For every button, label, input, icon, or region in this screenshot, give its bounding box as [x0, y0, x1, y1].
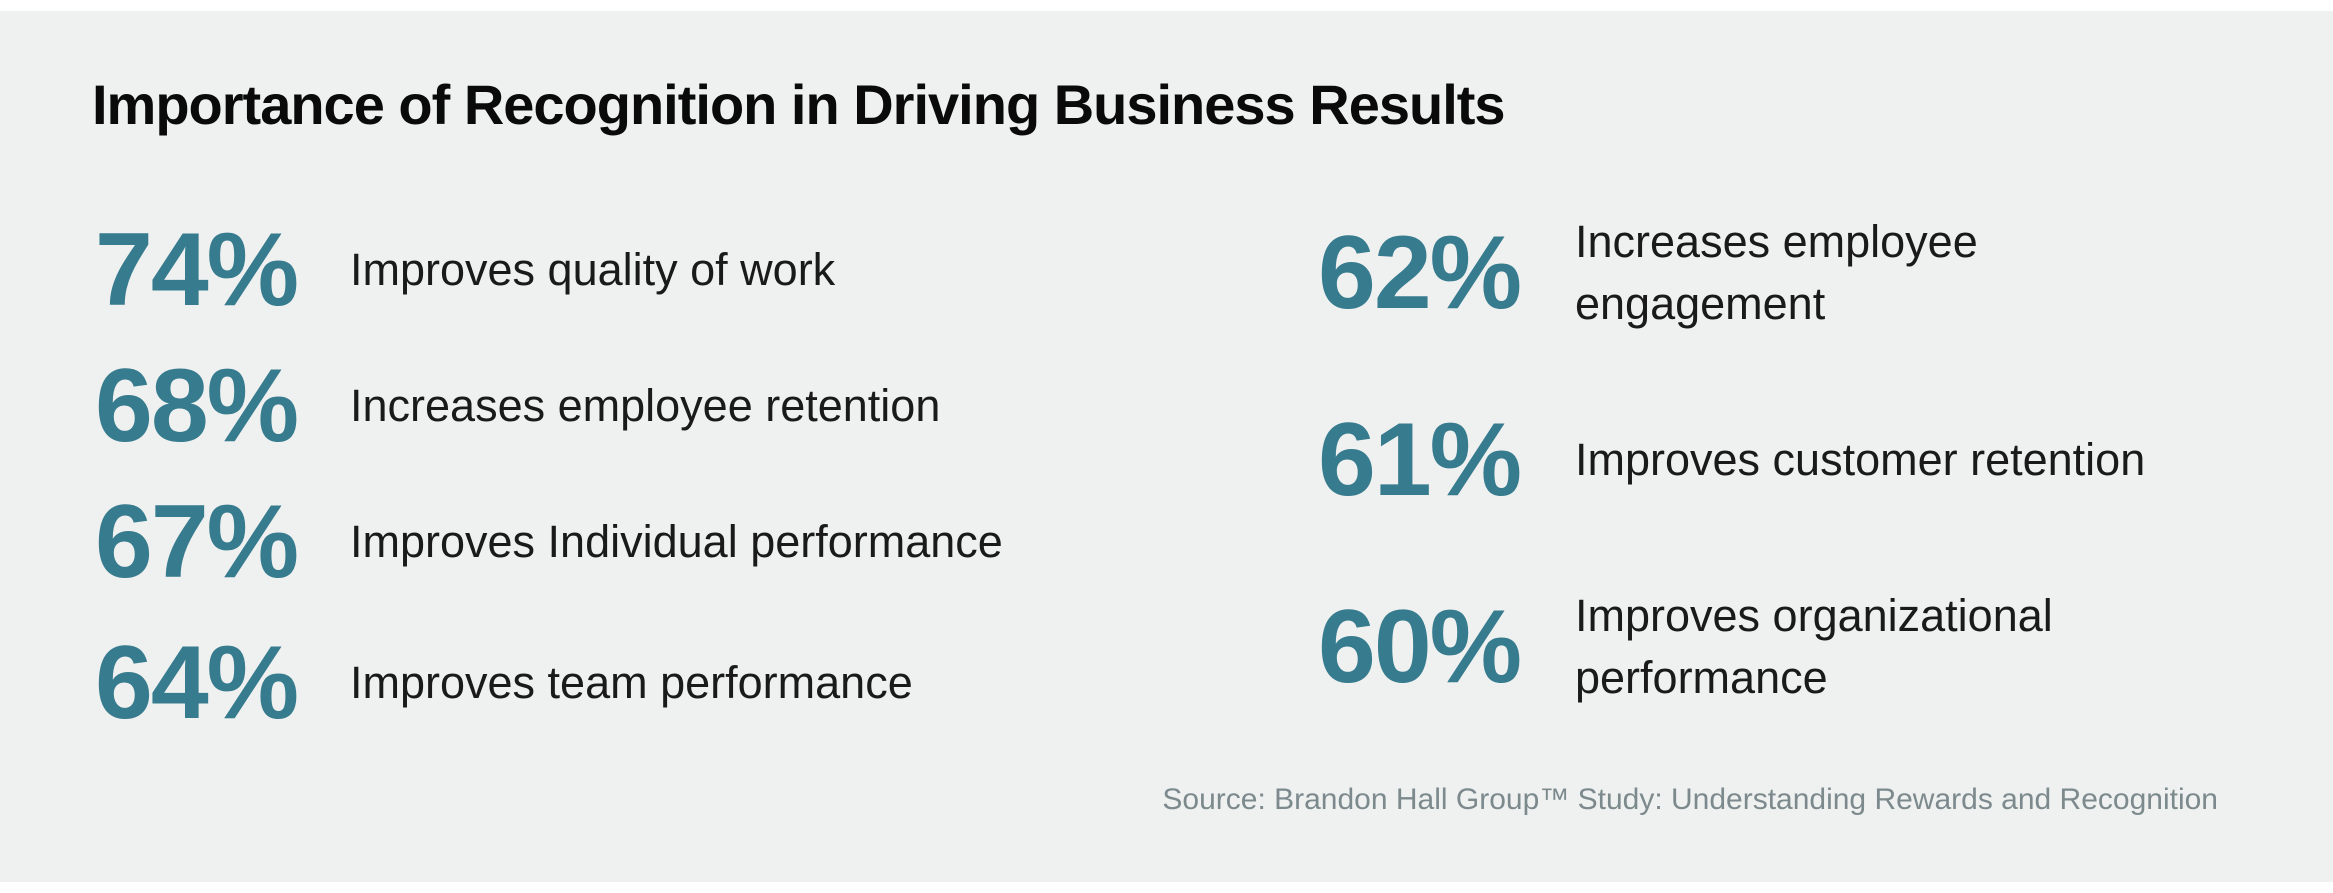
stat-label: Improves Individual performance	[350, 511, 1003, 573]
chart-title: Importance of Recognition in Driving Bus…	[92, 73, 1506, 136]
stat-label: Improves organizational performance	[1575, 585, 2053, 709]
stat-label: Increases employee retention	[350, 375, 940, 437]
stat-row: 62% Increases employee engagement	[1318, 188, 1978, 358]
infographic-panel	[0, 11, 2333, 882]
stat-label-line: engagement	[1575, 278, 1826, 329]
stat-value: 61%	[1318, 402, 1522, 518]
stat-label: Improves quality of work	[350, 239, 835, 301]
source-note: Source: Brandon Hall Group™ Study: Under…	[1162, 783, 2218, 816]
stat-label-line: Improves team performance	[350, 657, 913, 708]
stat-value: 74%	[95, 212, 299, 328]
stat-label: Improves customer retention	[1575, 429, 2145, 491]
stat-label-line: Improves quality of work	[350, 244, 836, 295]
stat-value: 62%	[1318, 215, 1522, 331]
stat-row: 64% Improves team performance	[95, 623, 913, 743]
stat-label: Increases employee engagement	[1575, 211, 1978, 335]
stat-label: Improves team performance	[350, 652, 913, 714]
stat-label-line: Improves customer retention	[1575, 434, 2146, 485]
stat-label-line: Improves Individual performance	[350, 516, 1003, 567]
stat-row: 60% Improves organizational performance	[1318, 562, 2053, 732]
stat-value: 60%	[1318, 589, 1522, 705]
stat-value: 67%	[95, 484, 299, 600]
stat-row: 67% Improves Individual performance	[95, 482, 1003, 602]
stat-label-line: Increases employee retention	[350, 380, 941, 431]
stat-label-line: performance	[1575, 652, 1828, 703]
stat-label-line: Increases employee	[1575, 216, 1978, 267]
stat-row: 61% Improves customer retention	[1318, 375, 2145, 545]
stat-row: 68% Increases employee retention	[95, 346, 940, 466]
stat-value: 68%	[95, 348, 299, 464]
stat-label-line: Improves organizational	[1575, 590, 2053, 641]
stat-value: 64%	[95, 625, 299, 741]
stat-row: 74% Improves quality of work	[95, 210, 835, 330]
